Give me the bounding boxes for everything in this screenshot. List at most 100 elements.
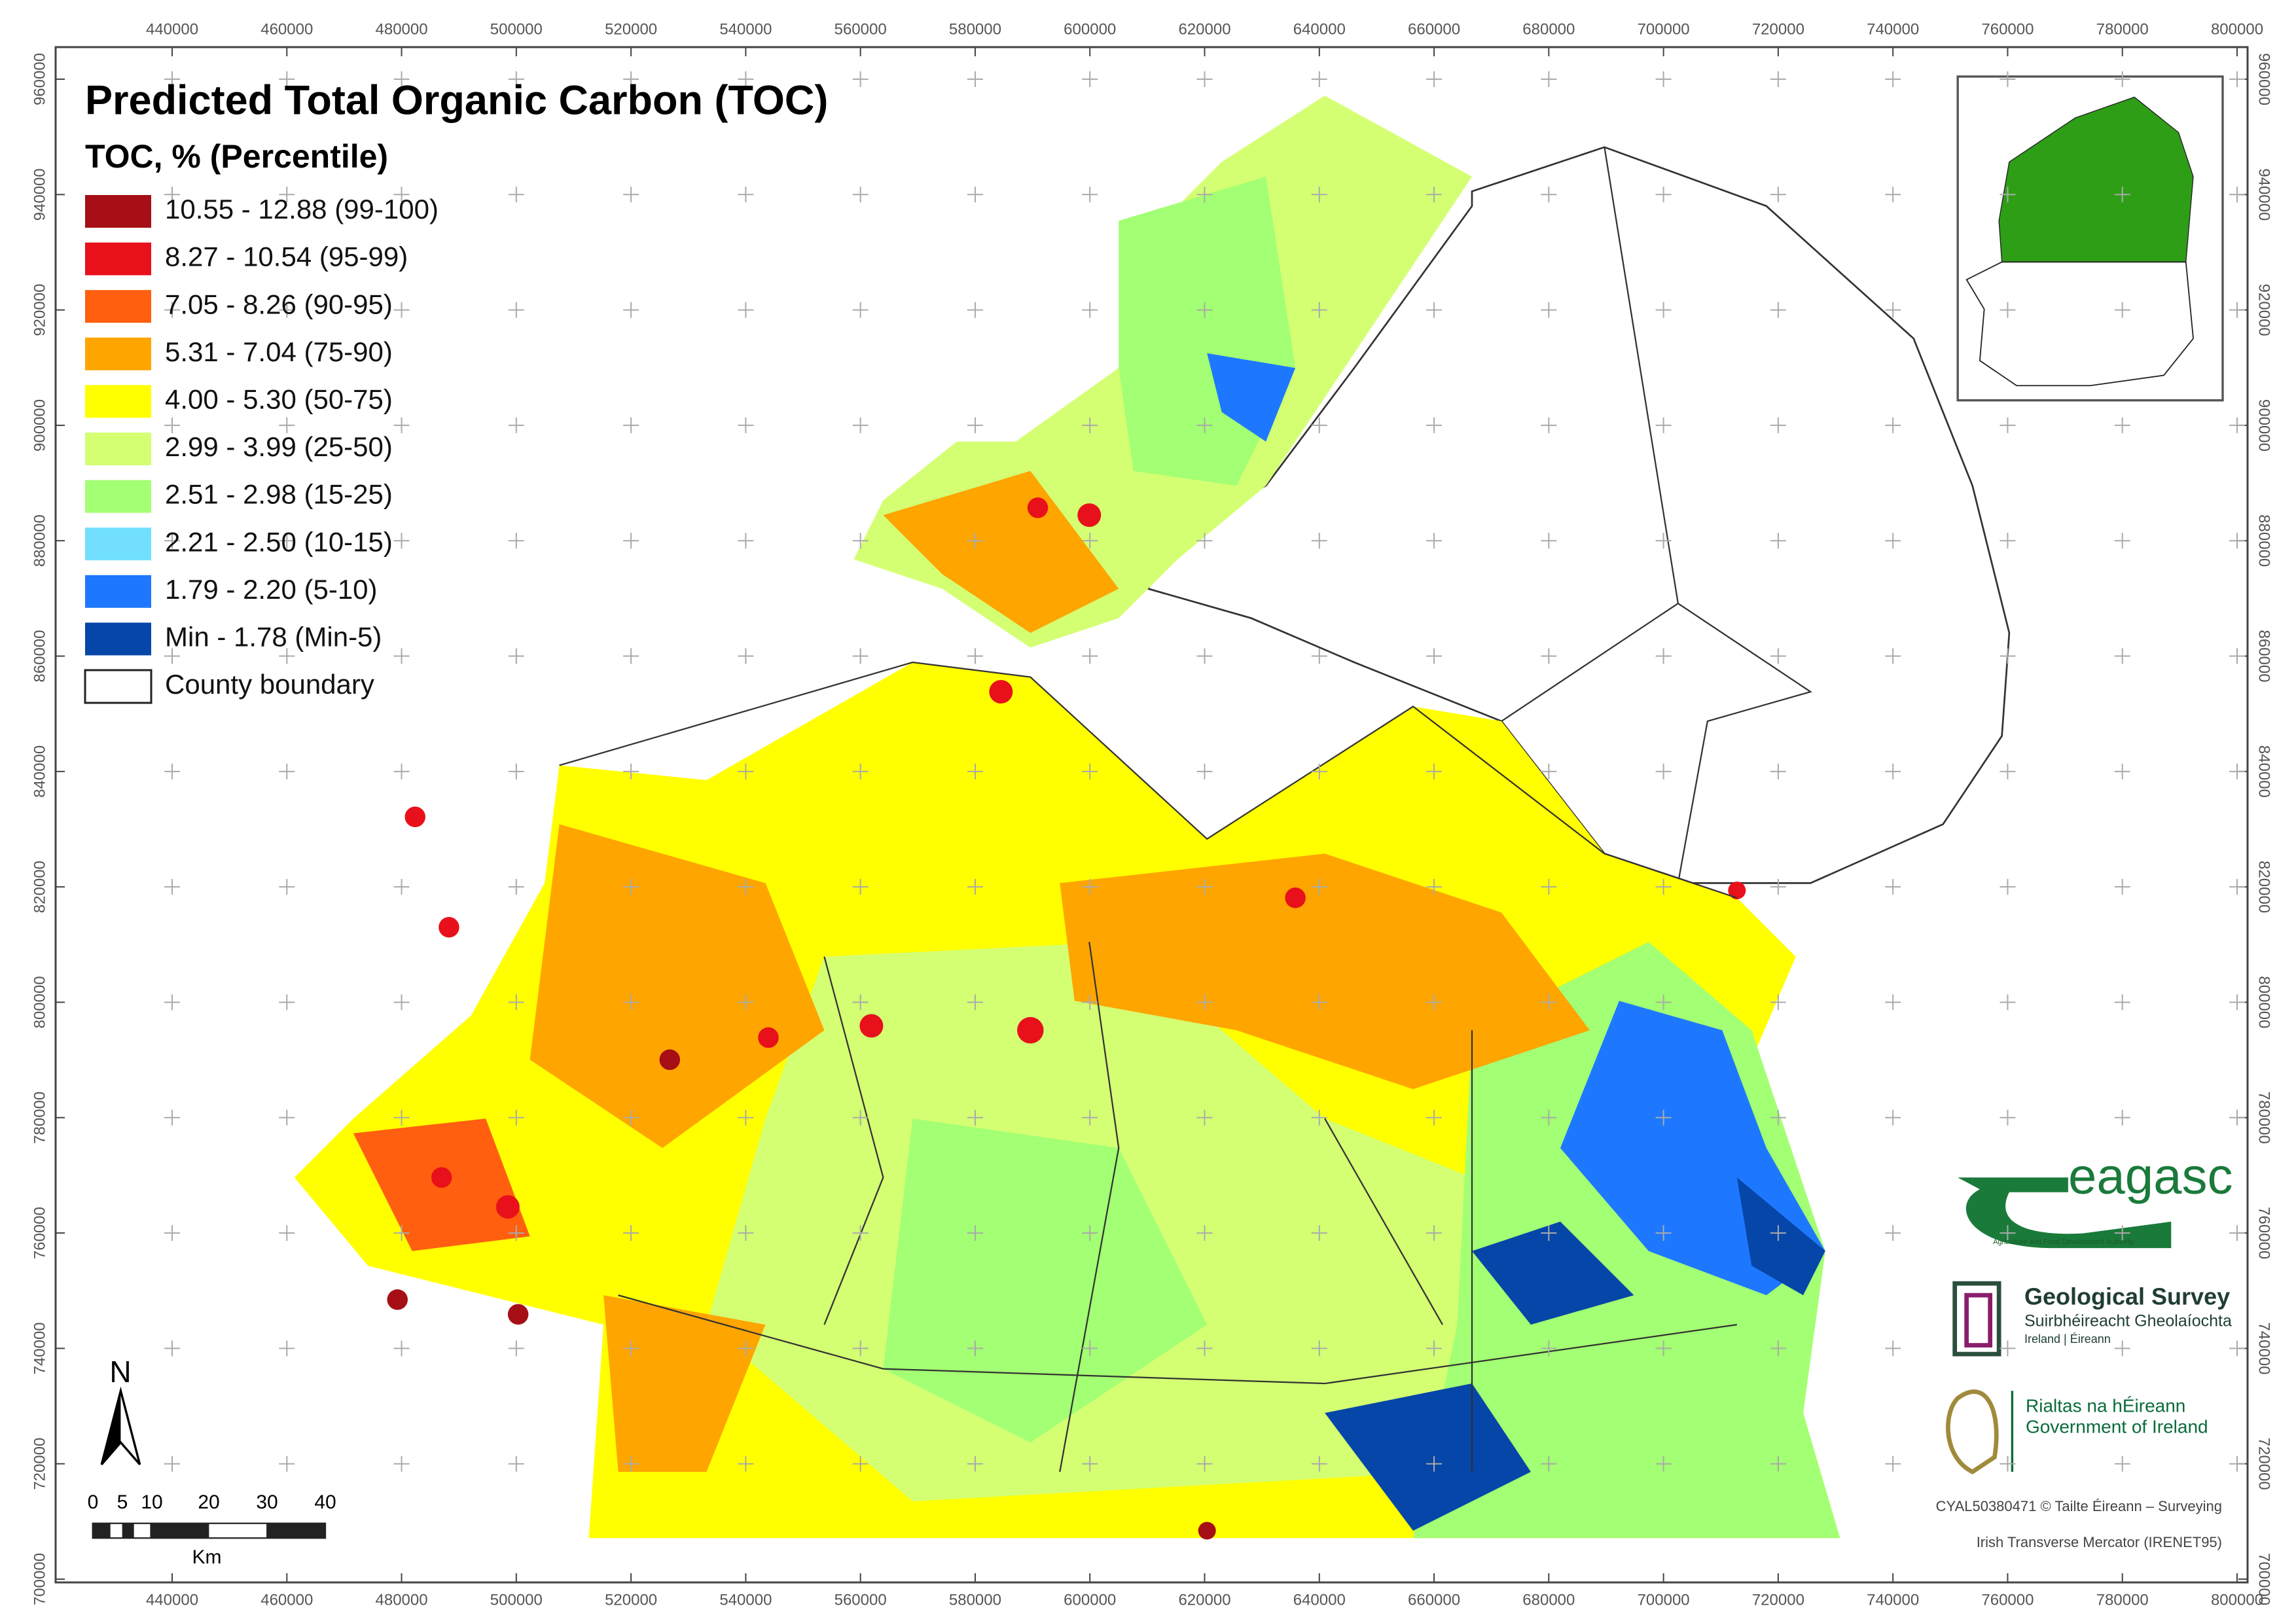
gov-english: Government of Ireland: [2026, 1416, 2208, 1436]
county-boundary: [559, 661, 1738, 1472]
east-darkblue: [1325, 1177, 1825, 1531]
grid-cross: [967, 533, 983, 549]
grid-cross: [2000, 302, 2016, 318]
y-tick-label: 840000: [31, 745, 48, 798]
grid-cross: [967, 187, 983, 203]
grid-cross: [393, 1340, 410, 1357]
grid-cross: [967, 763, 983, 779]
grid-cross: [2229, 879, 2245, 895]
grid-cross: [852, 879, 869, 895]
y-tick-label: 740000: [31, 1322, 48, 1374]
red-spots: [404, 497, 1746, 1219]
grid-cross: [1770, 187, 1786, 203]
grid-cross: [1426, 1109, 1443, 1126]
grid-cross: [508, 1340, 524, 1357]
grid-cross: [1082, 417, 1098, 433]
grid-cross: [279, 71, 295, 87]
grid-cross: [2114, 71, 2130, 87]
scale-labels: 0 5 10 20 30 40: [88, 1491, 336, 1513]
grid-cross: [1541, 879, 1557, 895]
legend-title: TOC, % (Percentile): [85, 138, 388, 175]
x-tick-label: 740000: [1867, 1591, 1919, 1609]
grid-cross: [1196, 417, 1213, 433]
legend-swatch: [85, 433, 151, 465]
grid-cross: [623, 71, 639, 87]
grid-cross: [967, 648, 983, 664]
credit-line: Irish Transverse Mercator (IRENET95): [1977, 1534, 2222, 1550]
grid-cross: [1655, 187, 1672, 203]
grid-cross: [623, 879, 639, 895]
legend-label: 2.51 - 2.98 (15-25): [165, 479, 393, 510]
grid-cross: [623, 1340, 639, 1357]
grid-cross: [623, 1455, 639, 1472]
grid-cross: [1885, 1225, 1901, 1241]
map-art: [92, 75, 2224, 1540]
grid-cross: [1426, 417, 1443, 433]
grid-cross: [2000, 187, 2016, 203]
x-tick-label: 720000: [1752, 20, 1804, 38]
grid-cross: [279, 648, 295, 664]
grid-cross: [2229, 71, 2245, 87]
grid-cross: [1541, 994, 1557, 1010]
x-tick-label: 460000: [260, 1591, 313, 1609]
grid-cross: [2114, 533, 2130, 549]
grid-cross: [1196, 1109, 1213, 1126]
grid-cross: [2000, 533, 2016, 549]
grid-cross: [1196, 879, 1213, 895]
grid-cross: [1426, 1340, 1443, 1357]
legend-label: County boundary: [165, 669, 374, 700]
grid-cross: [1082, 994, 1098, 1010]
grid-cross: [738, 533, 754, 549]
x-tick-label: 800000: [2211, 20, 2263, 38]
gsi-subtitle: Ireland | Éireann: [2024, 1332, 2111, 1346]
grid-cross: [1082, 879, 1098, 895]
grid-cross: [852, 994, 869, 1010]
grid-cross: [738, 648, 754, 664]
legend: 10.55 - 12.88 (99-100) 8.27 - 10.54 (95-9…: [84, 194, 439, 704]
grid-cross: [1541, 763, 1557, 779]
darkred-spots: [387, 1049, 1216, 1540]
x-tick-label: 620000: [1178, 1591, 1230, 1609]
grid-cross: [2000, 648, 2016, 664]
grid-cross: [1655, 1340, 1672, 1357]
grid-cross: [164, 1109, 180, 1126]
grid-cross: [623, 994, 639, 1010]
y-tick-label: 880000: [2255, 514, 2273, 567]
x-tick-label: 700000: [1638, 1591, 1690, 1609]
grid-cross: [1082, 533, 1098, 549]
grid-cross: [1655, 1109, 1672, 1126]
grid-cross: [279, 1225, 295, 1241]
gsi-title: Geological Survey: [2024, 1283, 2230, 1310]
grid-cross: [1885, 879, 1901, 895]
legend-swatch: [85, 622, 151, 656]
north-label: N: [109, 1355, 131, 1389]
grid-cross: [852, 187, 869, 203]
grid-cross: [1311, 533, 1327, 549]
grid-cross: [1770, 417, 1786, 433]
grid-cross: [1770, 994, 1786, 1010]
legend-swatch: [85, 385, 151, 418]
grid-cross: [279, 994, 295, 1010]
grid-cross: [2000, 994, 2016, 1010]
grid-cross: [1885, 71, 1901, 87]
grid-cross: [1655, 879, 1672, 895]
grid-cross: [1196, 648, 1213, 664]
grid-cross: [2114, 1225, 2130, 1241]
grid-cross: [2114, 302, 2130, 318]
grid-cross: [967, 1455, 983, 1472]
grid-cross: [1541, 1109, 1557, 1126]
grid-cross: [1541, 302, 1557, 318]
y-tick-label: 820000: [31, 861, 48, 913]
grid-cross: [164, 417, 180, 433]
grid-cross: [1541, 533, 1557, 549]
grid-cross: [1426, 302, 1443, 318]
x-tick-label: 500000: [490, 1591, 543, 1609]
y-tick-label: 920000: [31, 284, 48, 336]
scale-label: 40: [314, 1491, 336, 1513]
grid-cross: [1885, 1455, 1901, 1472]
grid-cross: [1082, 763, 1098, 779]
grid-cross: [2114, 1340, 2130, 1357]
grid-cross: [1885, 763, 1901, 779]
y-tick-label: 860000: [31, 630, 48, 682]
